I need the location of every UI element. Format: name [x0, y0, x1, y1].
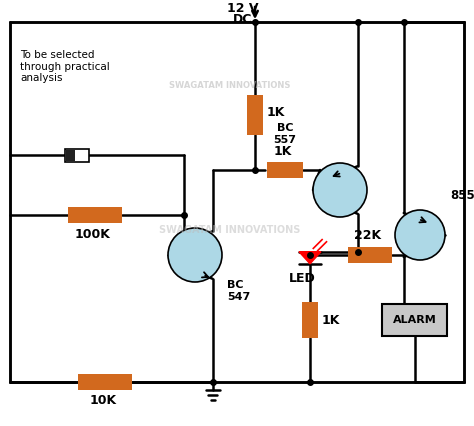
Bar	[302, 302, 318, 338]
Bar	[66, 150, 75, 161]
Circle shape	[168, 228, 222, 282]
Text: 10K: 10K	[90, 394, 117, 407]
Circle shape	[395, 210, 445, 260]
Text: LED: LED	[289, 272, 315, 285]
Text: 100K: 100K	[75, 228, 111, 241]
Bar	[78, 374, 132, 390]
Text: BC
557: BC 557	[273, 124, 297, 145]
Bar	[10, 22, 464, 382]
Bar	[267, 162, 303, 178]
Bar	[68, 207, 122, 223]
Bar	[65, 149, 89, 161]
Polygon shape	[299, 252, 321, 264]
Text: ALARM: ALARM	[393, 315, 437, 325]
Text: 22K: 22K	[355, 229, 382, 242]
Text: 1K: 1K	[322, 314, 340, 326]
Text: BC
547: BC 547	[227, 280, 250, 302]
Text: 12 V: 12 V	[227, 2, 259, 15]
Text: To be selected
through practical
analysis: To be selected through practical analysi…	[20, 50, 110, 83]
Text: SWAGATAM INNOVATIONS: SWAGATAM INNOVATIONS	[159, 225, 301, 235]
Bar	[348, 247, 392, 263]
Text: 1K: 1K	[267, 106, 285, 118]
Text: 1K: 1K	[274, 145, 292, 158]
Bar	[247, 95, 263, 135]
Text: SWAGATAM INNOVATIONS: SWAGATAM INNOVATIONS	[169, 81, 291, 89]
Circle shape	[313, 163, 367, 217]
Text: DC: DC	[233, 13, 253, 26]
Text: 8550: 8550	[450, 189, 474, 202]
Bar	[383, 304, 447, 336]
